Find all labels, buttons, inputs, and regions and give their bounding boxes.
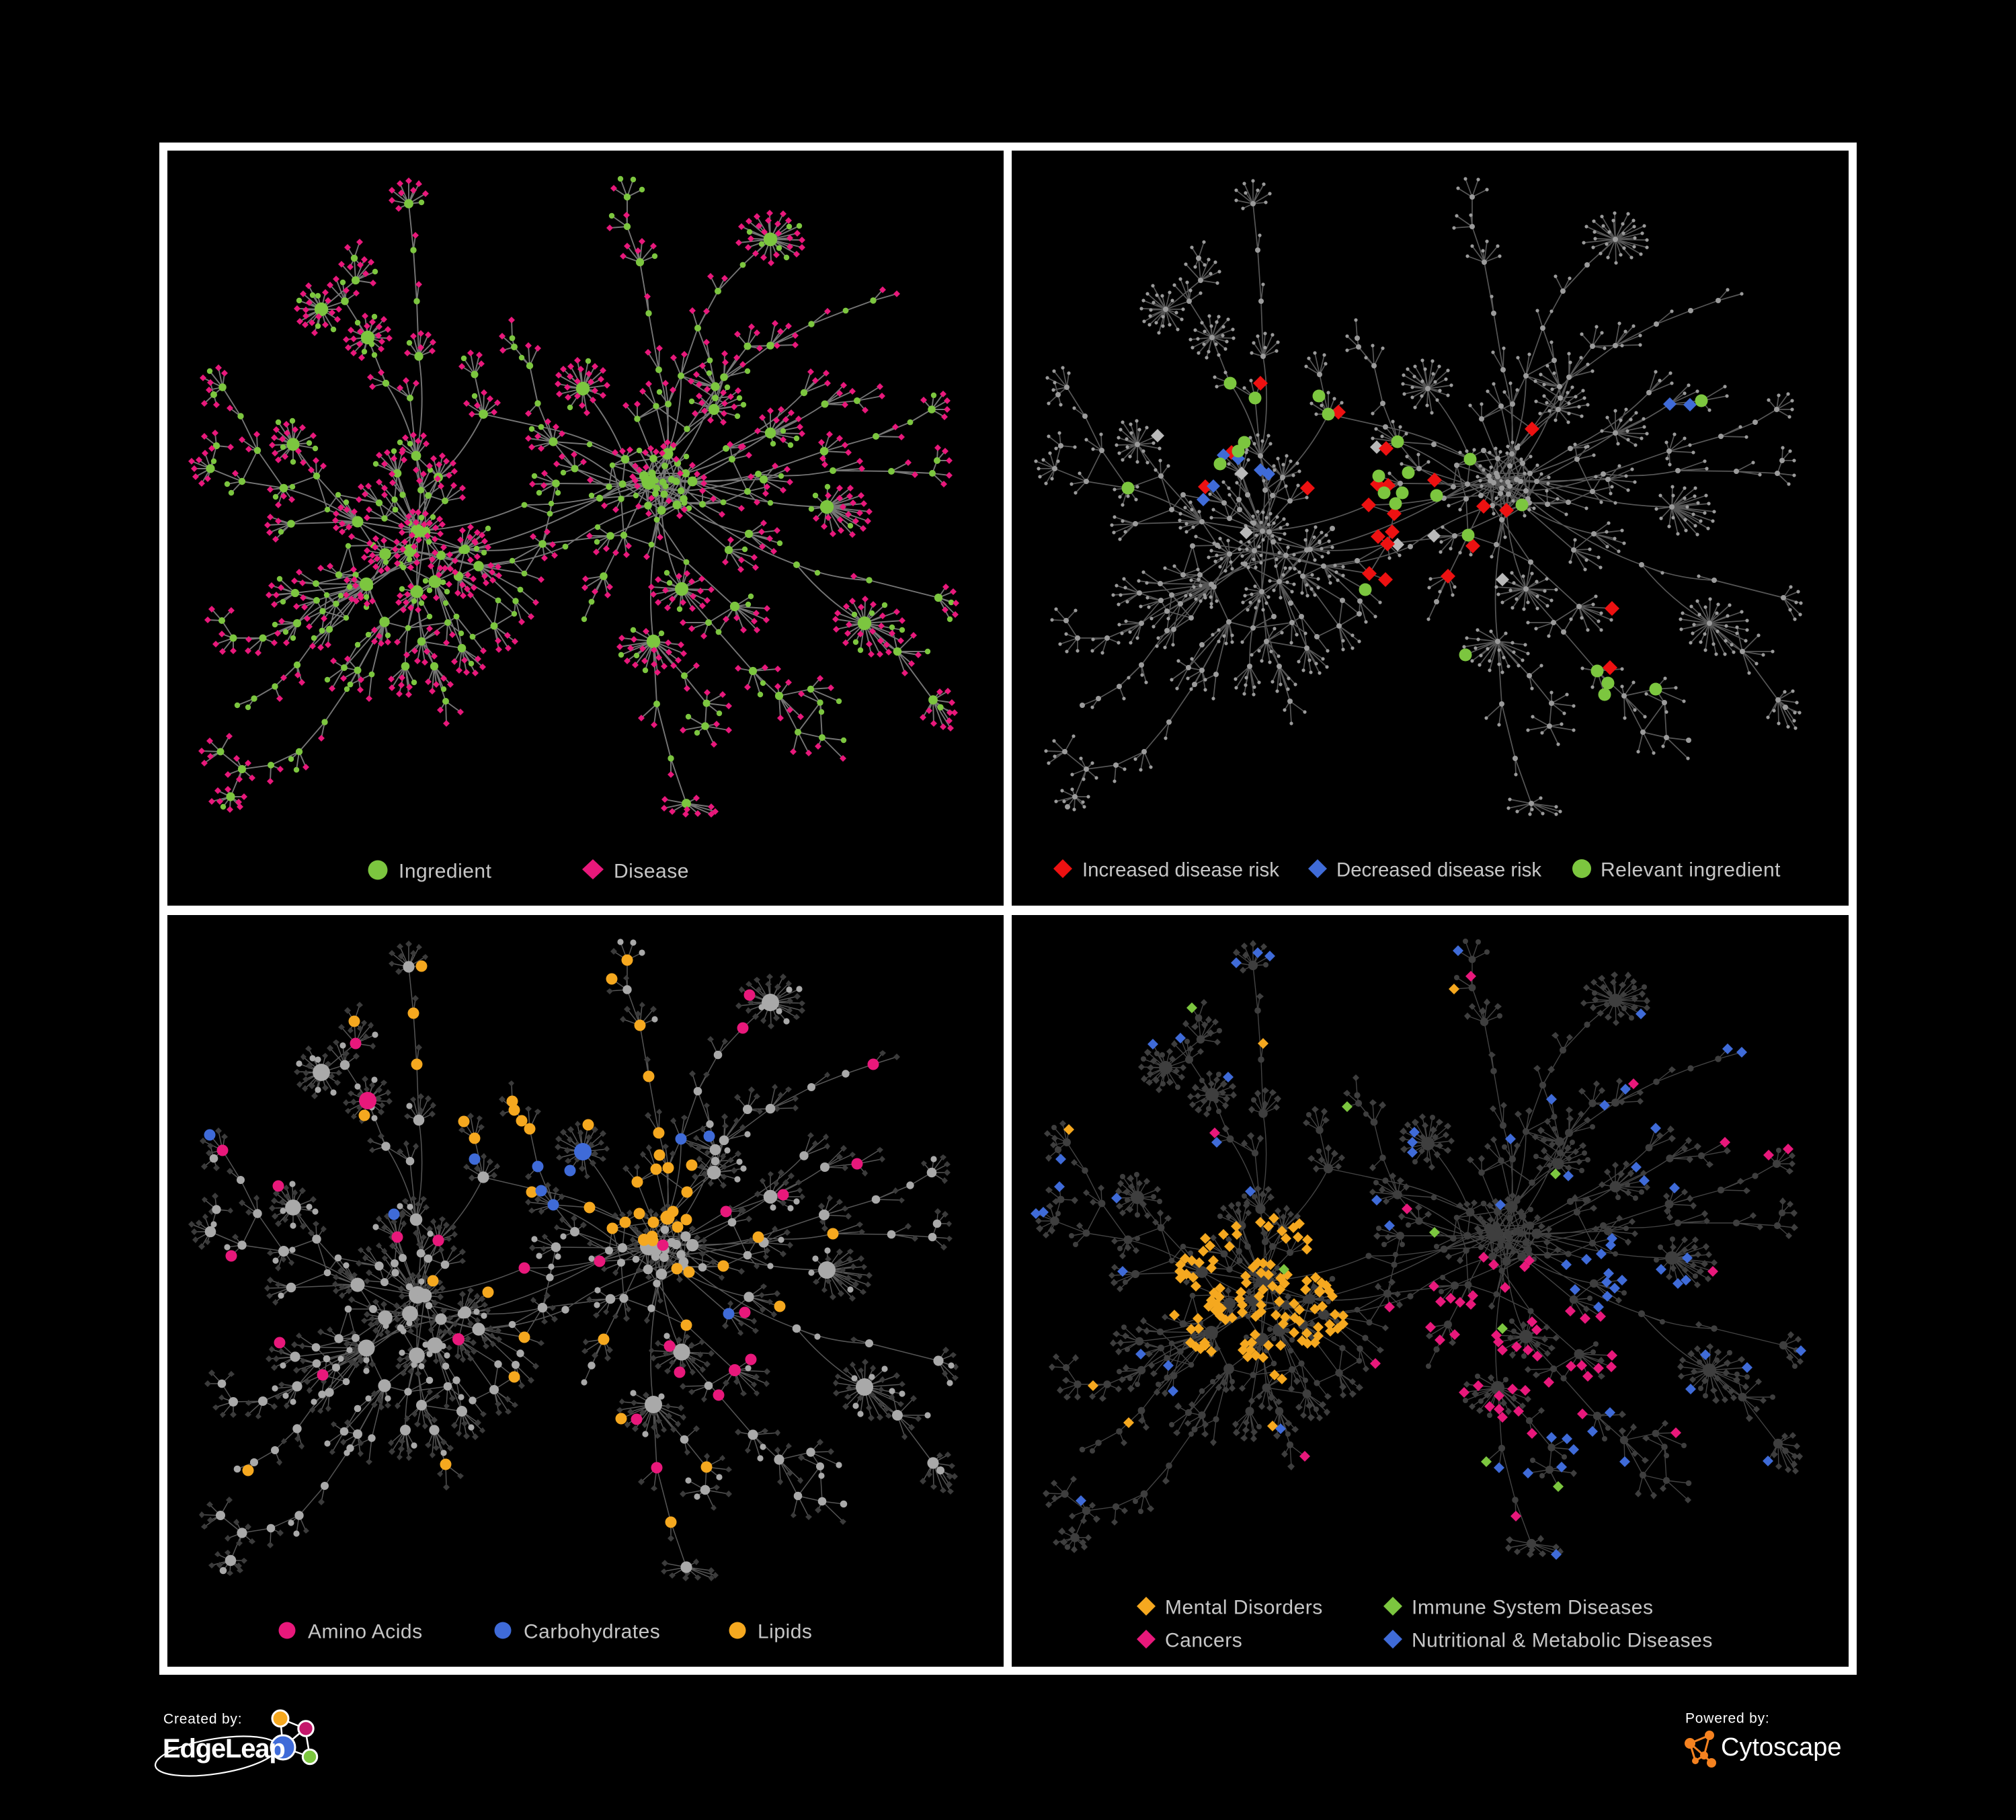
svg-text:Disease: Disease	[614, 861, 689, 883]
svg-text:Cytoscape: Cytoscape	[1721, 1733, 1842, 1762]
svg-text:Amino Acids: Amino Acids	[308, 1621, 423, 1643]
svg-text:Mental Disorders: Mental Disorders	[1165, 1597, 1323, 1619]
svg-text:Cancers: Cancers	[1165, 1630, 1242, 1652]
svg-text:Increased disease risk: Increased disease risk	[1082, 859, 1280, 881]
svg-text:Lipids: Lipids	[758, 1621, 812, 1643]
svg-text:Created by:: Created by:	[163, 1712, 242, 1727]
svg-text:Immune System Diseases: Immune System Diseases	[1412, 1597, 1653, 1619]
svg-text:Carbohydrates: Carbohydrates	[524, 1621, 660, 1643]
svg-text:Powered by:: Powered by:	[1685, 1711, 1770, 1727]
svg-text:Relevant ingredient: Relevant ingredient	[1601, 859, 1781, 881]
svg-text:Ingredient: Ingredient	[399, 861, 492, 883]
svg-text:Decreased disease risk: Decreased disease risk	[1336, 859, 1542, 881]
svg-text:EdgeLeap: EdgeLeap	[163, 1734, 285, 1764]
svg-text:Nutritional & Metabolic Diseas: Nutritional & Metabolic Diseases	[1412, 1630, 1713, 1652]
